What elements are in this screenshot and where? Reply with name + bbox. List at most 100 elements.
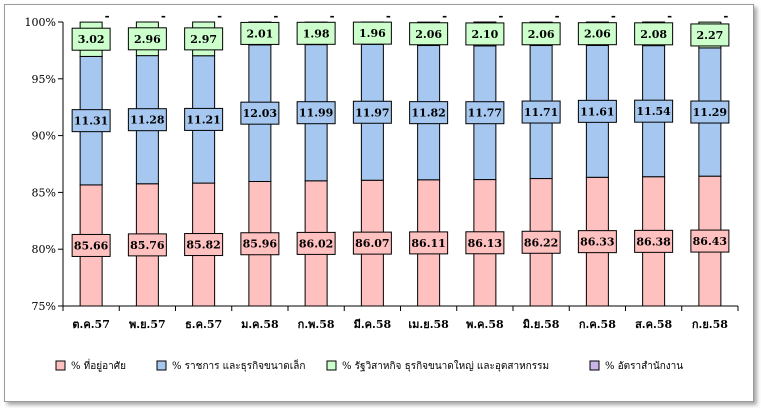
data-label-box bbox=[634, 99, 674, 123]
data-label: 11.21 bbox=[186, 113, 220, 126]
data-label: 11.71 bbox=[524, 106, 558, 119]
data-label: 11.77 bbox=[468, 107, 502, 120]
legend-label: % รัฐวิสาหกิจ ธุรกิจขนาดใหญ่ และอุตสาหกร… bbox=[342, 360, 549, 372]
data-label: 11.54 bbox=[636, 105, 671, 118]
legend-swatch bbox=[156, 360, 167, 371]
data-label-box bbox=[184, 233, 224, 257]
data-label-box bbox=[577, 99, 617, 123]
y-tick-label: 80% bbox=[32, 243, 56, 256]
data-label-box bbox=[690, 229, 730, 253]
data-label-box bbox=[577, 230, 617, 254]
data-label-box bbox=[184, 107, 224, 131]
data-label: - bbox=[330, 9, 335, 23]
x-tick-label: ส.ค.58 bbox=[635, 318, 672, 331]
data-label: 2.10 bbox=[471, 28, 498, 41]
x-tick-labels: ต.ค.57 พ.ย.57 ธ.ค.57 ม.ค.58 ก.พ.58 มี.ค.58 เม.… bbox=[72, 318, 728, 331]
data-label: 11.31 bbox=[74, 115, 108, 128]
data-label-box bbox=[690, 100, 730, 124]
data-label: 2.06 bbox=[584, 28, 611, 41]
data-label: 11.29 bbox=[693, 106, 727, 119]
legend-label: % อัตราสำนักงาน bbox=[605, 361, 683, 372]
data-label: 2.06 bbox=[528, 28, 555, 41]
data-label: 1.96 bbox=[359, 27, 386, 40]
data-label: 85.82 bbox=[186, 239, 220, 252]
data-label-box bbox=[240, 101, 280, 125]
x-tick-label: มี.ค.58 bbox=[354, 318, 392, 331]
legend: % ที่อยู่อาศัย % ราชการ และธุรกิจขนาดเล็ก… bbox=[55, 358, 683, 372]
data-label-box bbox=[409, 231, 449, 255]
data-label: 11.99 bbox=[299, 107, 333, 120]
legend-swatch bbox=[589, 360, 600, 371]
data-label-box bbox=[71, 27, 111, 51]
data-label: - bbox=[442, 9, 447, 23]
y-tick-label: 90% bbox=[32, 130, 56, 143]
data-label-box bbox=[127, 108, 167, 132]
data-label-box bbox=[296, 231, 336, 255]
x-tick-label: ก.พ.58 bbox=[298, 318, 335, 331]
data-label: 1.98 bbox=[303, 27, 330, 40]
data-label: - bbox=[555, 9, 560, 23]
data-label-box bbox=[521, 100, 561, 124]
data-label-box bbox=[465, 101, 505, 125]
data-label: 12.03 bbox=[243, 107, 277, 120]
data-label-box bbox=[521, 22, 561, 46]
data-label: 86.38 bbox=[636, 235, 671, 248]
data-label: - bbox=[611, 9, 616, 23]
x-tick-label: ก.ค.58 bbox=[579, 318, 616, 331]
data-label: - bbox=[498, 9, 503, 23]
y-tick-label: 100% bbox=[25, 16, 56, 29]
data-label-box bbox=[634, 229, 674, 253]
data-label: - bbox=[161, 9, 166, 23]
x-tick-label: พ.ค.58 bbox=[466, 318, 504, 331]
data-label: 86.07 bbox=[355, 237, 389, 250]
data-label: 86.13 bbox=[468, 237, 502, 250]
data-label: 86.22 bbox=[524, 236, 558, 249]
legend-swatch bbox=[326, 360, 337, 371]
data-label-box bbox=[577, 22, 617, 46]
data-label-box bbox=[409, 22, 449, 46]
data-label-box bbox=[296, 21, 336, 45]
data-label-box bbox=[127, 233, 167, 257]
data-label-box bbox=[690, 23, 730, 47]
data-label: 11.28 bbox=[130, 114, 165, 127]
data-label: - bbox=[386, 9, 391, 23]
axes: 75% 80% 85% 90% 95% 100% bbox=[25, 16, 739, 313]
data-label: 86.11 bbox=[411, 237, 445, 250]
data-label: 2.97 bbox=[190, 33, 217, 46]
bars bbox=[79, 21, 722, 307]
data-label: 2.06 bbox=[415, 28, 442, 41]
data-label: 2.08 bbox=[640, 28, 667, 41]
data-label-box bbox=[240, 232, 280, 256]
data-label: 2.96 bbox=[134, 33, 161, 46]
x-tick-label: พ.ย.57 bbox=[129, 318, 166, 331]
y-tick-label: 85% bbox=[32, 186, 56, 199]
data-label: 2.01 bbox=[246, 27, 273, 40]
data-label-box bbox=[352, 231, 392, 255]
x-tick-label: ต.ค.57 bbox=[72, 318, 109, 331]
data-label: 86.02 bbox=[299, 237, 333, 250]
data-label-box bbox=[465, 231, 505, 255]
data-label: 85.76 bbox=[130, 239, 165, 252]
data-label-box bbox=[634, 22, 674, 46]
data-label: - bbox=[273, 9, 278, 23]
data-label: 11.97 bbox=[355, 106, 389, 119]
data-label: 86.43 bbox=[693, 235, 727, 248]
x-tick-label: มิ.ย.58 bbox=[523, 318, 560, 331]
data-label: - bbox=[217, 9, 222, 23]
data-label: 3.02 bbox=[78, 33, 105, 46]
y-tick-label: 75% bbox=[32, 300, 56, 313]
data-label-box bbox=[240, 21, 280, 45]
data-label-box bbox=[127, 27, 167, 51]
x-tick-label: ธ.ค.57 bbox=[185, 318, 222, 331]
x-tick-label: เม.ย.58 bbox=[408, 318, 449, 331]
data-label-box bbox=[409, 101, 449, 125]
data-labels: 85.6611.313.02-85.7611.282.96-85.8211.21… bbox=[71, 9, 730, 257]
data-label-box bbox=[71, 233, 111, 257]
data-label: 2.27 bbox=[696, 29, 723, 42]
legend-swatch bbox=[55, 360, 66, 371]
data-label-box bbox=[184, 27, 224, 51]
data-label-box bbox=[296, 101, 336, 125]
data-label: - bbox=[105, 9, 110, 23]
data-label: 85.66 bbox=[74, 239, 109, 252]
